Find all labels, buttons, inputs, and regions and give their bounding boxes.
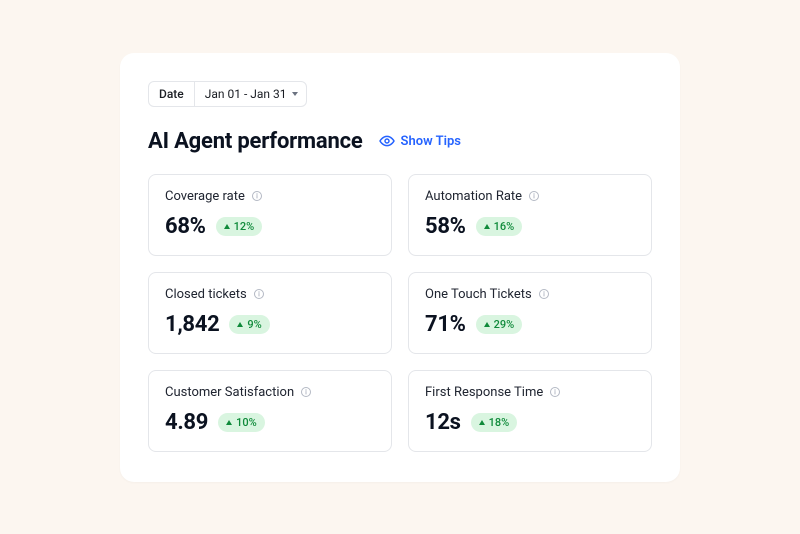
delta-badge: 9% bbox=[229, 315, 269, 334]
date-range-text: Jan 01 - Jan 31 bbox=[205, 87, 287, 101]
header-row: AI Agent performance Show Tips bbox=[148, 129, 652, 154]
metric-value-row: 68% 12% bbox=[165, 214, 375, 239]
show-tips-button[interactable]: Show Tips bbox=[379, 133, 461, 149]
info-icon[interactable] bbox=[253, 288, 265, 300]
metric-card-coverage-rate: Coverage rate 68% 12% bbox=[148, 174, 392, 256]
info-icon[interactable] bbox=[300, 386, 312, 398]
metric-title: Coverage rate bbox=[165, 189, 245, 204]
delta-badge: 29% bbox=[476, 315, 523, 334]
arrow-up-icon bbox=[484, 224, 490, 229]
delta-value: 9% bbox=[247, 318, 261, 331]
metric-title: Customer Satisfaction bbox=[165, 385, 294, 400]
metric-value: 58% bbox=[425, 214, 466, 239]
info-icon[interactable] bbox=[538, 288, 550, 300]
metric-title: One Touch Tickets bbox=[425, 287, 532, 302]
metric-value-row: 71% 29% bbox=[425, 312, 635, 337]
metric-title: Closed tickets bbox=[165, 287, 247, 302]
metric-card-closed-tickets: Closed tickets 1,842 9% bbox=[148, 272, 392, 354]
metric-card-customer-satisfaction: Customer Satisfaction 4.89 10% bbox=[148, 370, 392, 452]
arrow-up-icon bbox=[237, 322, 243, 327]
metric-value: 12s bbox=[425, 410, 461, 435]
info-icon[interactable] bbox=[549, 386, 561, 398]
delta-badge: 10% bbox=[218, 413, 265, 432]
arrow-up-icon bbox=[224, 224, 230, 229]
show-tips-label: Show Tips bbox=[401, 134, 461, 149]
delta-value: 18% bbox=[489, 416, 510, 429]
metric-title-row: First Response Time bbox=[425, 385, 635, 400]
metric-value-row: 58% 16% bbox=[425, 214, 635, 239]
info-icon[interactable] bbox=[251, 190, 263, 202]
metric-value: 1,842 bbox=[165, 312, 219, 337]
delta-value: 16% bbox=[494, 220, 515, 233]
metric-title-row: Automation Rate bbox=[425, 189, 635, 204]
arrow-up-icon bbox=[226, 420, 232, 425]
metric-value: 71% bbox=[425, 312, 466, 337]
metric-card-one-touch-tickets: One Touch Tickets 71% 29% bbox=[408, 272, 652, 354]
metric-title: First Response Time bbox=[425, 385, 543, 400]
delta-badge: 18% bbox=[471, 413, 518, 432]
date-range-picker[interactable]: Date Jan 01 - Jan 31 bbox=[148, 81, 307, 107]
metric-value-row: 4.89 10% bbox=[165, 410, 375, 435]
metric-title: Automation Rate bbox=[425, 189, 522, 204]
eye-icon bbox=[379, 133, 395, 149]
arrow-up-icon bbox=[479, 420, 485, 425]
metric-value: 4.89 bbox=[165, 410, 208, 435]
chevron-down-icon bbox=[292, 92, 298, 96]
metric-value: 68% bbox=[165, 214, 206, 239]
metric-title-row: Closed tickets bbox=[165, 287, 375, 302]
metric-title-row: Coverage rate bbox=[165, 189, 375, 204]
metrics-grid: Coverage rate 68% 12% Automation Rate 58% 16%… bbox=[148, 174, 652, 452]
metric-title-row: One Touch Tickets bbox=[425, 287, 635, 302]
delta-value: 12% bbox=[234, 220, 255, 233]
metric-title-row: Customer Satisfaction bbox=[165, 385, 375, 400]
metric-card-first-response-time: First Response Time 12s 18% bbox=[408, 370, 652, 452]
delta-badge: 12% bbox=[216, 217, 263, 236]
metric-value-row: 1,842 9% bbox=[165, 312, 375, 337]
arrow-up-icon bbox=[484, 322, 490, 327]
delta-badge: 16% bbox=[476, 217, 523, 236]
dashboard-panel: Date Jan 01 - Jan 31 AI Agent performanc… bbox=[120, 53, 680, 482]
info-icon[interactable] bbox=[528, 190, 540, 202]
delta-value: 29% bbox=[494, 318, 515, 331]
metric-card-automation-rate: Automation Rate 58% 16% bbox=[408, 174, 652, 256]
metric-value-row: 12s 18% bbox=[425, 410, 635, 435]
date-picker-range[interactable]: Jan 01 - Jan 31 bbox=[195, 82, 307, 106]
page-title: AI Agent performance bbox=[148, 129, 363, 154]
delta-value: 10% bbox=[236, 416, 257, 429]
date-picker-label: Date bbox=[149, 82, 195, 106]
